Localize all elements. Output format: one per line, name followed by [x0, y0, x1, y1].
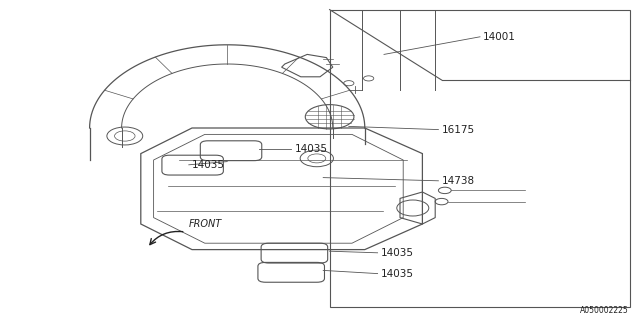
Text: 14738: 14738 [442, 176, 475, 186]
Text: 14001: 14001 [483, 32, 516, 42]
Text: 14035: 14035 [192, 160, 225, 170]
Text: 14035: 14035 [381, 268, 414, 279]
Text: FRONT: FRONT [189, 219, 222, 229]
Text: A050002225: A050002225 [580, 306, 628, 315]
Text: 16175: 16175 [442, 124, 475, 135]
Text: 14035: 14035 [381, 248, 414, 258]
Text: 14035: 14035 [294, 144, 328, 154]
